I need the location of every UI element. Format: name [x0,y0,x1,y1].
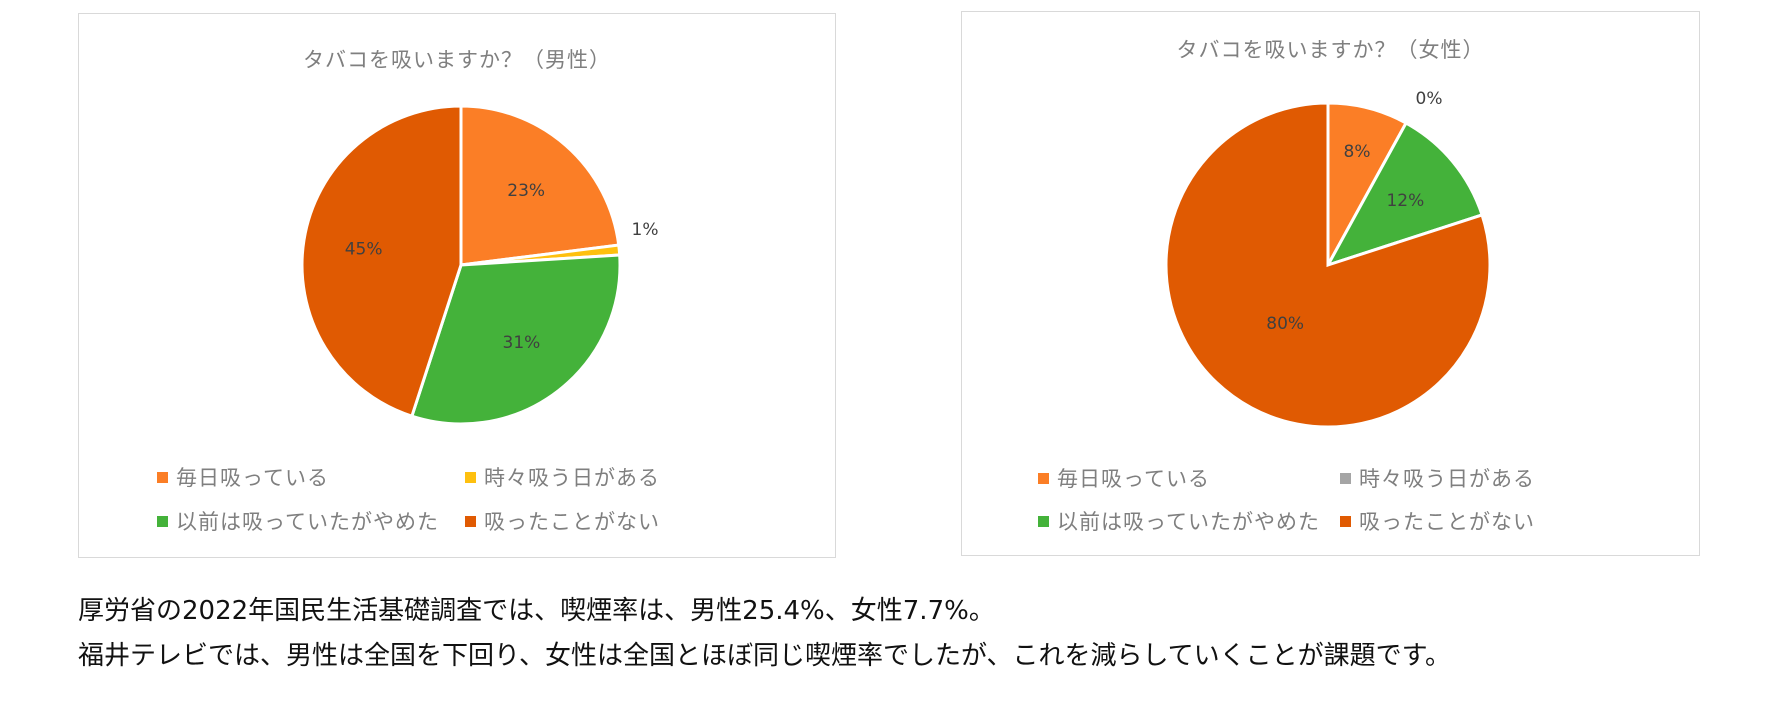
female-slice-quit [1324,121,1484,268]
female-legend-label-daily: 毎日吸っている [1057,467,1210,491]
male-legend-label-sometimes: 時々吸う日がある [484,466,660,490]
male-legend-label-daily: 毎日吸っている [176,466,329,490]
female-legend-item-sometimes: 時々吸う日がある [1340,463,1535,493]
male-chart-panel: タバコを吸いますか？（男性） 23% 1% 31% 45% 毎日吸っている 時々吸う日… [78,13,836,558]
female-legend-swatch-never [1340,515,1351,527]
male-legend-item-sometimes: 時々吸う日がある [465,462,660,492]
male-legend-item-never: 吸ったことがない [465,506,660,536]
male-pie-chart: 23% 1% 31% 45% [300,104,659,426]
female-legend-swatch-sometimes [1340,472,1351,484]
female-data-label-never: 80% [1266,314,1304,334]
male-legend-label-quit: 以前は吸っていたがやめた [176,510,439,534]
female-legend: 毎日吸っている 時々吸う日がある 以前は吸っていたがやめた 吸ったことがない [962,12,1701,557]
caption-line-2: 福井テレビでは、男性は全国を下回り、女性は全国とほぼ同じ喫煙率でしたが、これを減… [78,641,1452,671]
male-legend-item-daily: 毎日吸っている [157,462,329,492]
male-legend-swatch-daily [157,471,168,483]
female-data-label-daily: 8% [1344,142,1371,162]
male-legend: 毎日吸っている 時々吸う日がある 以前は吸っていたがやめた 吸ったことがない [79,14,837,559]
female-chart-panel: タバコを吸いますか？（女性） 8% 0% 12% 80% 毎日吸っている 時々吸う日が… [961,11,1700,556]
male-legend-item-quit: 以前は吸っていたがやめた [157,506,439,536]
male-legend-label-never: 吸ったことがない [484,510,660,534]
female-data-label-sometimes: 0% [1416,89,1443,109]
female-legend-item-quit: 以前は吸っていたがやめた [1038,506,1320,536]
male-chart-title: タバコを吸いますか？（男性） [303,48,611,72]
male-legend-swatch-quit [157,515,168,527]
male-data-label-never: 45% [345,240,383,260]
male-legend-swatch-sometimes [465,471,476,483]
male-slice-quit [409,253,622,426]
male-legend-swatch-never [465,515,476,527]
female-pie-chart: 8% 0% 12% 80% [1164,89,1492,429]
female-legend-label-never: 吸ったことがない [1359,510,1535,534]
female-legend-item-never: 吸ったことがない [1340,506,1535,536]
female-legend-label-sometimes: 時々吸う日がある [1359,467,1535,491]
male-data-label-daily: 23% [507,181,545,201]
female-data-label-quit: 12% [1386,191,1424,211]
female-legend-swatch-quit [1038,515,1049,527]
caption-line-1: 厚労省の2022年国民生活基礎調査では、喫煙率は、男性25.4%、女性7.7%。 [78,596,995,626]
male-slice-daily [459,104,621,267]
female-slice-never [1164,101,1492,429]
female-legend-item-daily: 毎日吸っている [1038,463,1210,493]
female-legend-swatch-daily [1038,472,1049,484]
male-data-label-quit: 31% [503,333,541,353]
male-slice-never [300,104,463,419]
female-legend-label-quit: 以前は吸っていたがやめた [1057,510,1320,534]
female-chart-title: タバコを吸いますか？（女性） [1176,38,1485,62]
male-data-label-sometimes: 1% [632,220,659,240]
